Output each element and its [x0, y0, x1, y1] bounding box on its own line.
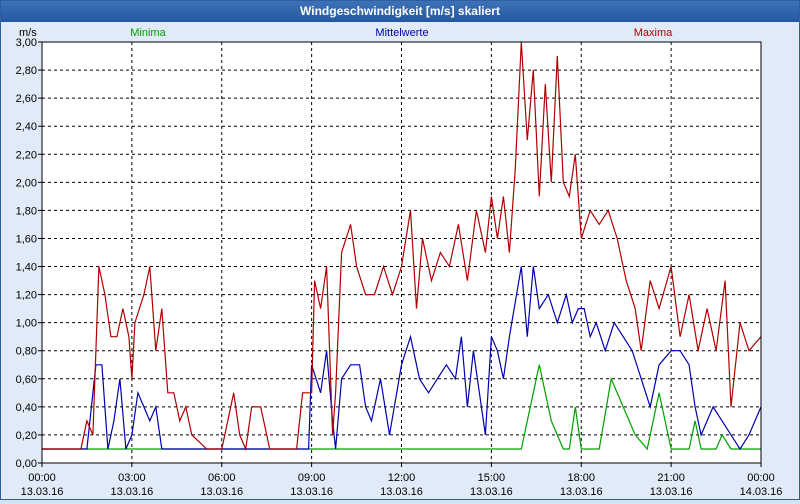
x-tick-time-label: 15:00 [478, 472, 506, 484]
x-tick-date-label: 13.03.16 [560, 486, 603, 498]
axes: 0,00 0,20 0,40 0,60 0,80 1,00 1,20 1,40 1,60 1,80… [16, 27, 783, 498]
chart-area: 0,00 0,20 0,40 0,60 0,80 1,00 1,20 1,40 1,60 1,80… [1, 22, 799, 499]
x-tick-date-label: 13.03.16 [650, 486, 693, 498]
y-tick-label: 2,00 [16, 177, 37, 189]
y-tick-label: 1,40 [16, 262, 37, 274]
series-line-maxima [42, 41, 762, 452]
series-layer [42, 41, 762, 452]
y-tick-label: 0,80 [16, 346, 37, 358]
y-tick-label: 3,00 [16, 37, 37, 49]
legend-entry-minima: Minima [130, 27, 166, 39]
y-tick-label: 0,60 [16, 374, 37, 386]
x-tick-time-label: 12:00 [388, 472, 416, 484]
y-tick-label: 1,20 [16, 290, 37, 302]
line-chart: 0,00 0,20 0,40 0,60 0,80 1,00 1,20 1,40 1,60 1,80… [16, 27, 783, 498]
x-tick-date-label: 13.03.16 [470, 486, 513, 498]
y-axis-label: m/s [19, 27, 37, 39]
window-title: Windgeschwindigkeit [m/s] skaliert [1, 1, 799, 22]
x-tick-time-label: 21:00 [657, 472, 685, 484]
x-tick-time-label: 18:00 [567, 472, 595, 484]
x-tick-time-label: 09:00 [298, 472, 326, 484]
y-tick-label: 2,80 [16, 65, 37, 77]
grid-lines [42, 41, 761, 464]
x-tick-date-label: 13.03.16 [21, 486, 64, 498]
x-tick-date-label: 13.03.16 [110, 486, 153, 498]
x-tick-time-label: 00:00 [28, 472, 56, 484]
legend: Minima Mittelwerte Maxima [130, 27, 673, 39]
x-tick-date-label: 13.03.16 [290, 486, 333, 498]
x-tick-date-label: 14.03.16 [740, 486, 783, 498]
x-tick-date-label: 13.03.16 [380, 486, 423, 498]
y-tick-label: 0,20 [16, 430, 37, 442]
y-tick-label: 0,00 [16, 458, 37, 470]
y-tick-label: 1,60 [16, 233, 37, 245]
y-tick-label: 2,20 [16, 149, 37, 161]
legend-entry-mittelwerte: Mittelwerte [375, 27, 428, 39]
y-tick-label: 2,60 [16, 93, 37, 105]
x-tick-time-label: 00:00 [747, 472, 775, 484]
series-line-mittelwerte [42, 266, 762, 451]
x-tick-time-label: 06:00 [208, 472, 236, 484]
y-tick-label: 2,40 [16, 121, 37, 133]
y-tick-label: 1,00 [16, 318, 37, 330]
y-tick-label: 1,80 [16, 205, 37, 217]
x-tick-date-label: 13.03.16 [200, 486, 243, 498]
series-line-minima [42, 364, 761, 451]
x-tick-time-label: 03:00 [118, 472, 146, 484]
y-tick-label: 0,40 [16, 402, 37, 414]
legend-entry-maxima: Maxima [634, 27, 673, 39]
